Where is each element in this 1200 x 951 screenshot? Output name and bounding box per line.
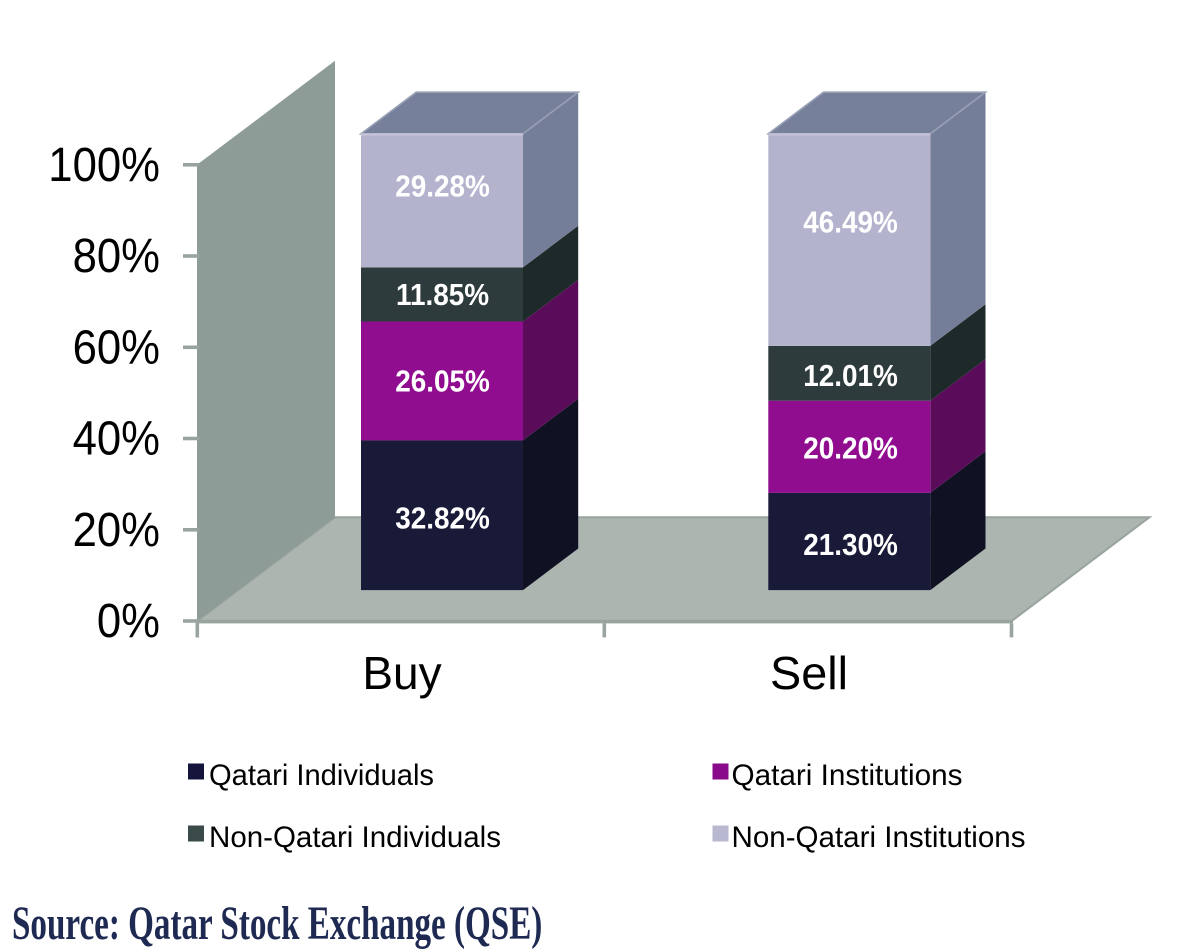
svg-text:Buy: Buy	[362, 647, 441, 699]
svg-text:46.49%: 46.49%	[803, 205, 898, 240]
svg-text:Qatari Individuals: Qatari Individuals	[209, 759, 434, 792]
svg-text:60%: 60%	[73, 319, 160, 373]
svg-text:20.20%: 20.20%	[803, 431, 898, 466]
svg-text:26.05%: 26.05%	[395, 364, 490, 399]
svg-text:Sell: Sell	[770, 647, 848, 699]
svg-text:29.28%: 29.28%	[395, 169, 490, 204]
svg-text:Qatari Institutions: Qatari Institutions	[732, 759, 963, 792]
svg-text:100%: 100%	[48, 137, 160, 191]
svg-text:80%: 80%	[73, 228, 160, 282]
svg-text:Non-Qatari Individuals: Non-Qatari Individuals	[209, 821, 501, 854]
svg-text:12.01%: 12.01%	[803, 359, 898, 394]
svg-text:21.30%: 21.30%	[803, 528, 898, 563]
svg-text:40%: 40%	[73, 411, 160, 465]
svg-text:0%: 0%	[97, 593, 160, 647]
svg-text:20%: 20%	[73, 502, 160, 556]
svg-text:11.85%: 11.85%	[396, 278, 489, 313]
svg-text:Source: Qatar Stock Exchange (: Source: Qatar Stock Exchange (QSE)	[12, 896, 542, 951]
svg-text:Non-Qatari Institutions: Non-Qatari Institutions	[732, 821, 1026, 854]
svg-text:32.82%: 32.82%	[395, 501, 490, 536]
